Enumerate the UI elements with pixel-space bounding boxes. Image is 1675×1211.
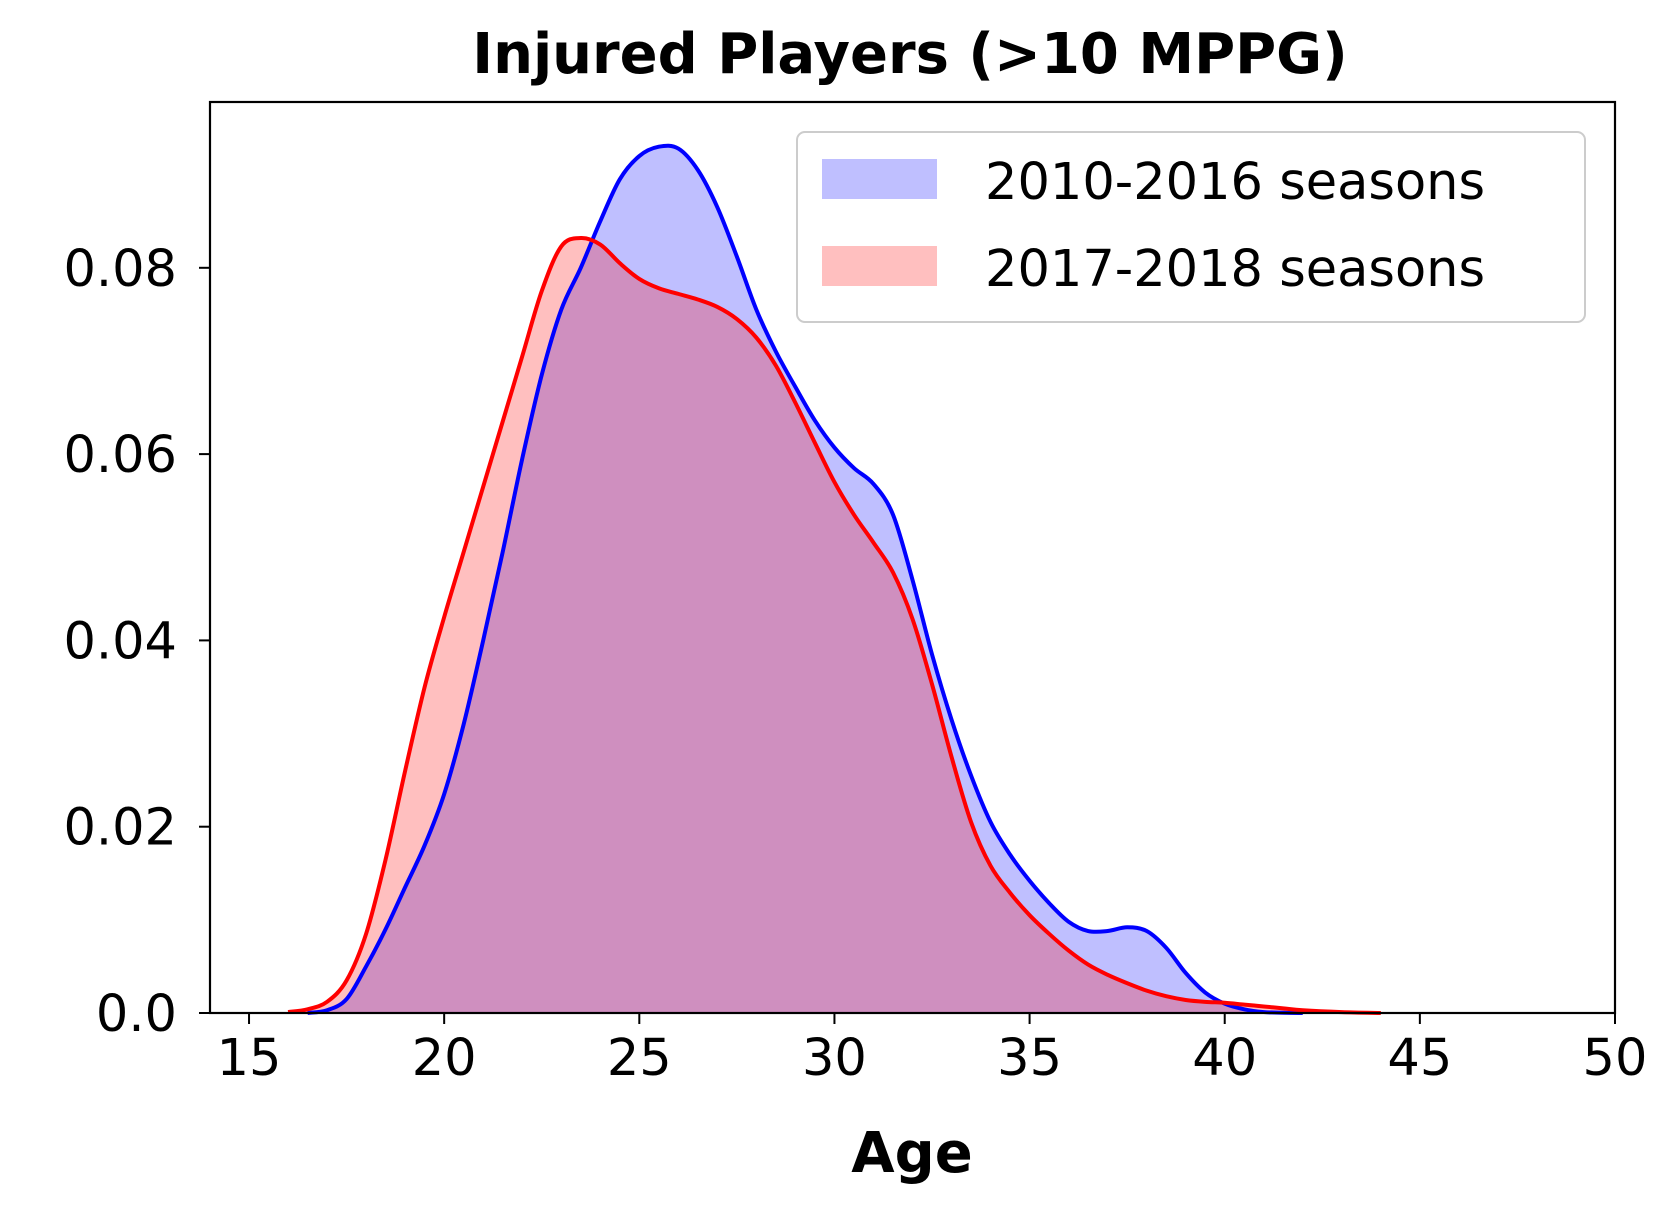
series-area-2017-2018-seasons: [288, 237, 1381, 1014]
x-tick-label: 25: [607, 1029, 672, 1088]
legend-label-2017-2018: 2017-2018 seasons: [985, 240, 1485, 299]
y-tick-label: 0.0: [96, 985, 177, 1044]
x-tick-label: 20: [412, 1029, 477, 1088]
x-tick-label: 35: [997, 1029, 1062, 1088]
legend-frame: [796, 131, 1586, 323]
x-tick-label: 45: [1387, 1029, 1452, 1088]
y-tick-label: 0.06: [63, 426, 177, 485]
x-axis-label: Age: [851, 1121, 972, 1186]
legend-swatch-2017-2018: [822, 246, 937, 286]
legend: 2010-2016 seasons 2017-2018 seasons: [796, 131, 1586, 323]
plot-frame: [208, 100, 1617, 1015]
x-axis: 15 20 25 30 35 40 45 50: [217, 1013, 1648, 1088]
x-tick-label: 50: [1583, 1029, 1648, 1088]
y-tick-label: 0.08: [63, 240, 177, 299]
legend-swatch-2010-2016: [822, 159, 937, 199]
x-tick-label: 30: [802, 1029, 867, 1088]
y-axis: 0.0 0.02 0.04 0.06 0.08: [63, 240, 210, 1044]
x-tick-label: 15: [217, 1029, 282, 1088]
chart-title: Injured Players (>10 MPPG): [472, 22, 1348, 87]
series-layer: [287, 143, 1381, 1015]
series-line-2010-2016-seasons: [307, 143, 1303, 1015]
series-line-2017-2018-seasons: [287, 235, 1381, 1015]
series-area-2010-2016-seasons: [307, 145, 1303, 1013]
legend-label-2010-2016: 2010-2016 seasons: [985, 153, 1485, 212]
x-tick-label: 40: [1192, 1029, 1257, 1088]
y-tick-label: 0.02: [63, 799, 177, 858]
y-tick-label: 0.04: [63, 612, 177, 671]
